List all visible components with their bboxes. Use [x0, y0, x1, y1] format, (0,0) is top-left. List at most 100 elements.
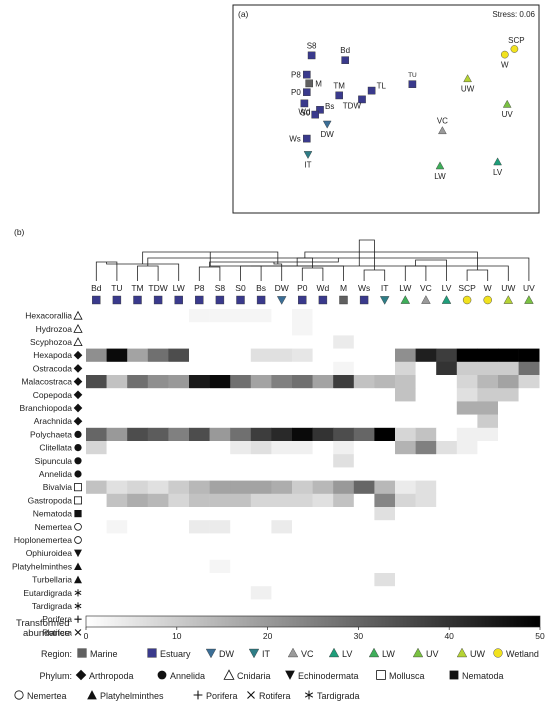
column-label-11: Wd — [317, 283, 330, 293]
heatmap-cell — [127, 322, 149, 336]
heatmap-cell — [106, 441, 128, 455]
phylum-legend-label-mollusca: Mollusca — [389, 671, 425, 681]
heatmap-cell — [436, 467, 458, 481]
heatmap-cell — [498, 573, 519, 587]
heatmap-cell — [436, 599, 458, 613]
nmds-point-dw — [322, 120, 332, 129]
row-label-branchiopoda: Branchiopoda — [20, 403, 73, 413]
region-legend-swatch-vc — [287, 647, 299, 658]
heatmap-cell — [189, 441, 210, 455]
heatmap-cell — [312, 388, 334, 402]
heatmap-cell — [374, 586, 396, 600]
column-label-14: IT — [381, 283, 389, 293]
colorbar-tick-label: 50 — [535, 631, 545, 641]
heatmap-cell — [312, 586, 334, 600]
heatmap-cell — [86, 388, 107, 402]
heatmap-cell — [333, 559, 355, 574]
heatmap-cell — [518, 309, 540, 323]
heatmap-cell — [477, 493, 499, 508]
heatmap-cell — [230, 361, 252, 376]
heatmap-cell — [333, 454, 355, 468]
heatmap-cell — [374, 454, 396, 468]
heatmap-cell — [250, 414, 272, 429]
heatmap-cell — [333, 480, 355, 495]
heatmap-cell — [436, 625, 458, 640]
heatmap-cell — [518, 507, 540, 521]
heatmap-cell — [415, 599, 437, 613]
heatmap-cell — [271, 520, 293, 534]
heatmap-cell — [415, 361, 437, 376]
heatmap-cell — [250, 335, 272, 349]
heatmap-cell — [456, 546, 478, 561]
phylum-legend-symbol-platyhelminthes — [87, 690, 97, 700]
nmds-label-ws: Ws — [289, 135, 301, 144]
heatmap-cell — [477, 507, 499, 521]
heatmap-cell — [477, 480, 499, 495]
heatmap-cell — [250, 559, 272, 574]
heatmap-cell — [86, 625, 107, 640]
heatmap-cell — [353, 441, 375, 455]
heatmap-cell — [395, 375, 416, 389]
phylum-legend-symbol-arthropoda — [75, 669, 87, 681]
heatmap-cell — [189, 520, 210, 534]
phylum-legend-label-cnidaria: Cnidaria — [237, 671, 271, 681]
heatmap-cell — [498, 335, 519, 349]
heatmap-cell — [86, 454, 107, 468]
heatmap-cell — [456, 507, 478, 521]
heatmap-cell — [456, 441, 478, 455]
colorbar-tick-label: 40 — [444, 631, 454, 641]
heatmap-cell — [127, 586, 149, 600]
heatmap-cell — [456, 414, 478, 429]
heatmap-cell — [353, 335, 375, 349]
heatmap-cell — [168, 599, 190, 613]
heatmap-cell — [353, 546, 375, 561]
heatmap-cell — [456, 388, 478, 402]
heatmap-cell — [333, 520, 355, 534]
heatmap-cell — [415, 388, 437, 402]
heatmap-cell — [86, 480, 107, 495]
heatmap-cell — [415, 467, 437, 481]
row-symbol-eutardigrada — [74, 589, 82, 597]
heatmap-cell — [250, 441, 272, 455]
heatmap-cell — [189, 599, 210, 613]
heatmap-cell — [292, 520, 313, 534]
heatmap-cell — [518, 625, 540, 640]
nmds-label-dw: DW — [321, 130, 335, 139]
panel-a-label: (a) — [238, 9, 249, 19]
heatmap-cell — [477, 467, 499, 481]
row-symbol-tardigrada — [74, 602, 82, 610]
heatmap-cell — [477, 375, 499, 389]
heatmap-cell — [106, 309, 128, 323]
region-legend-swatch-wetland — [493, 648, 503, 658]
heatmap-cell — [271, 480, 293, 495]
heatmap-cell — [333, 573, 355, 587]
nmds-point-lw — [435, 161, 445, 170]
heatmap-cell — [518, 586, 540, 600]
region-legend-label-marine: Marine — [90, 649, 118, 659]
heatmap-cell — [456, 493, 478, 508]
column-label-16: VC — [420, 283, 432, 293]
heatmap-cell — [374, 625, 396, 640]
heatmap-cell — [395, 309, 416, 323]
row-symbol-hexapoda — [73, 350, 83, 360]
heatmap-cell — [498, 507, 519, 521]
heatmap-cell — [292, 507, 313, 521]
heatmap-cell — [395, 507, 416, 521]
heatmap-cell — [271, 454, 293, 468]
heatmap-cell — [292, 361, 313, 376]
heatmap-cell — [127, 454, 149, 468]
row-symbol-malacostraca — [73, 377, 83, 386]
heatmap-cell — [477, 599, 499, 613]
heatmap-cell — [106, 454, 128, 468]
heatmap-cell — [250, 322, 272, 336]
heatmap-cell — [230, 427, 252, 442]
row-symbol-hydrozoa — [73, 323, 83, 333]
heatmap-cell — [127, 309, 149, 323]
column-symbol-2 — [133, 295, 142, 305]
heatmap-cell — [312, 625, 334, 640]
nmds-point-tdw — [358, 95, 366, 104]
phylum-legend-symbol-mollusca — [376, 670, 386, 680]
heatmap-cell — [230, 599, 252, 613]
nmds-label-lv: LV — [493, 168, 503, 177]
heatmap-cell — [106, 401, 128, 415]
